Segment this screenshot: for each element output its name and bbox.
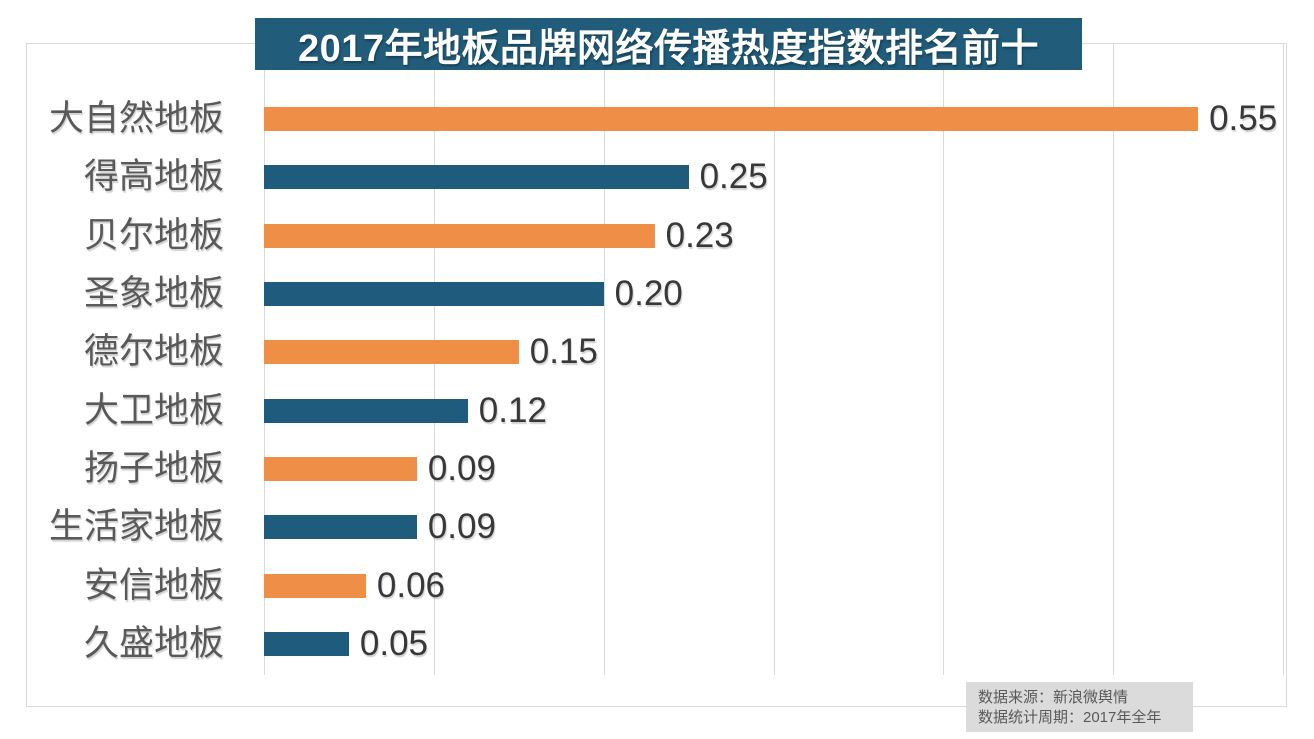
category-label: 圣象地板 (83, 273, 224, 313)
data-source-text: 数据来源：新浪微舆情 (978, 689, 1129, 706)
gridline (943, 43, 945, 675)
value-label: 0.55 (1209, 99, 1278, 138)
value-label: 0.06 (376, 565, 446, 605)
value-label: 0.09 (427, 507, 496, 547)
value-label: 0.23 (665, 215, 734, 255)
value-label: 0.25 (699, 157, 768, 197)
category-label: 生活家地板 (48, 507, 224, 547)
data-period-text: 数据统计周期：2017年全年 (978, 709, 1162, 726)
value-label: 0.12 (478, 390, 547, 430)
bar (264, 631, 349, 656)
bar (264, 456, 417, 481)
chart-title-banner: 2017年地板品牌网络传播热度指数排名前十 (255, 18, 1082, 70)
bar (264, 165, 689, 190)
gridline (1113, 43, 1115, 675)
category-label: 大自然地板 (48, 99, 224, 138)
category-label: 德尔地板 (83, 332, 224, 372)
value-label: 0.05 (359, 623, 429, 663)
chart-border (26, 43, 1287, 707)
value-label: 0.15 (529, 332, 598, 372)
category-label: 贝尔地板 (83, 215, 224, 255)
value-label: 0.09 (427, 448, 496, 488)
data-source-box: 数据来源：新浪微舆情 数据统计周期：2017年全年 (966, 682, 1193, 732)
value-label: 0.20 (614, 273, 683, 313)
category-label: 扬子地板 (83, 448, 224, 488)
bar (264, 340, 519, 365)
category-label: 久盛地板 (83, 623, 224, 663)
chart-title: 2017年地板品牌网络传播热度指数排名前十 (297, 27, 1040, 70)
gridline (1283, 43, 1284, 675)
bar (264, 398, 468, 423)
category-label: 大卫地板 (83, 390, 224, 430)
bar (264, 515, 417, 540)
bar (264, 107, 1199, 131)
gridline (773, 43, 775, 675)
category-label: 得高地板 (83, 157, 224, 197)
bar (264, 281, 604, 306)
plot-area: 0.55 0.25 0.23 0.20 0.15 0.12 0.09 0.09 0.06 0.05 (264, 43, 1284, 675)
gridline (603, 43, 605, 675)
category-label: 安信地板 (83, 565, 224, 605)
bar (264, 223, 655, 248)
bar (264, 573, 366, 598)
